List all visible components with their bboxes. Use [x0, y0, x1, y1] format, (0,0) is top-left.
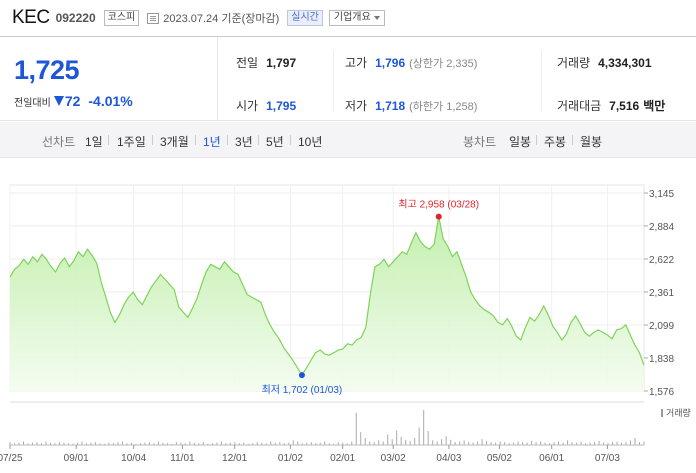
period-3y[interactable]: 3년	[235, 135, 253, 149]
period-1w[interactable]: 1주일	[117, 135, 146, 149]
change-value: 72	[64, 93, 81, 109]
candle-weekly[interactable]: 주봉	[544, 135, 567, 149]
divider	[152, 135, 153, 145]
change-label: 전일대비	[14, 97, 51, 109]
stat-low: 저가 1,718 (하한가 1,258)	[345, 99, 478, 113]
stat-high: 고가 1,796 (상한가 2,335)	[345, 56, 478, 70]
market-badge: 코스피	[103, 10, 140, 26]
y-tick-label: 2,361	[649, 288, 674, 299]
company-overview-button[interactable]: 기업개요	[328, 10, 385, 26]
divider	[227, 135, 228, 145]
candle-daily[interactable]: 일봉	[509, 135, 532, 149]
stat-prev-close: 전일 1,797	[236, 56, 297, 70]
period-1y[interactable]: 1년	[203, 135, 221, 149]
x-tick-label: 07/25	[0, 453, 23, 464]
min-point	[298, 372, 305, 379]
realtime-button[interactable]: 실시간	[287, 10, 323, 26]
reference-date: 2023.07.24 기준(장마감)	[163, 13, 280, 25]
volume-legend: 거래량	[666, 407, 691, 418]
price-panel: 1,725 전일대비 72 -4.01% 전일 1,797 시가 1,795 고…	[0, 36, 696, 121]
x-tick-label: 12/01	[222, 453, 247, 464]
y-tick-label: 2,884	[649, 222, 674, 233]
change-row: 전일대비 72 -4.01%	[14, 93, 133, 109]
max-point	[435, 213, 442, 220]
max-annotation: 최고 2,958 (03/28)	[398, 199, 479, 211]
current-price: 1,725	[14, 55, 80, 85]
x-tick-label: 11/01	[170, 453, 195, 464]
divider	[108, 135, 109, 145]
calendar-icon	[147, 12, 160, 24]
divider	[258, 135, 259, 145]
x-tick-label: 02/01	[330, 453, 355, 464]
x-tick-label: 01/02	[278, 453, 303, 464]
divider	[541, 51, 542, 111]
x-tick-label: 03/02	[381, 453, 406, 464]
min-annotation: 최저 1,702 (01/03)	[262, 384, 343, 396]
divider	[536, 135, 537, 145]
chevron-down-icon	[373, 16, 380, 20]
current-price-box: 1,725 전일대비 72 -4.01%	[0, 37, 218, 121]
company-overview-label: 기업개요	[333, 12, 371, 23]
change-rate: -4.01%	[88, 93, 133, 109]
period-3m[interactable]: 3개월	[160, 135, 189, 149]
price-area	[10, 216, 644, 391]
x-tick-label: 07/03	[595, 453, 620, 464]
x-tick-label: 05/02	[487, 453, 512, 464]
y-tick-label: 3,145	[649, 189, 674, 200]
x-tick-label: 09/01	[64, 453, 89, 464]
price-line	[9, 216, 645, 377]
stat-volume: 거래량 4,334,301	[557, 56, 652, 70]
stock-code: 092220	[55, 11, 96, 25]
candle-monthly[interactable]: 월봉	[580, 135, 603, 149]
candle-chart-label: 봉차트	[463, 135, 497, 149]
period-selector: 선차트 1일 1주일 3개월 1년 3년 5년 10년 봉차트 일봉 주봉 월봉	[0, 122, 696, 158]
x-tick-label: 04/03	[436, 453, 461, 464]
period-10y[interactable]: 10년	[298, 135, 323, 149]
y-tick-label: 1,838	[649, 354, 674, 365]
period-5y[interactable]: 5년	[266, 135, 284, 149]
y-tick-label: 2,622	[649, 255, 674, 266]
x-tick-label: 10/04	[121, 453, 146, 464]
stat-open: 시가 1,795	[236, 99, 297, 113]
divider	[572, 135, 573, 145]
y-tick-label: 2,099	[649, 321, 674, 332]
down-arrow-icon	[53, 96, 64, 106]
divider	[195, 135, 196, 145]
line-chart-label: 선차트	[42, 135, 76, 149]
stock-header: KEC 092220 코스피 2023.07.24 기준(장마감) 실시간 기업…	[0, 0, 696, 36]
price-chart[interactable]: 3,145 2,884 2,622 2,361 2,099 1,838 1,576 최고 2…	[0, 180, 696, 473]
y-tick-label: 1,576	[649, 387, 674, 398]
x-tick-label: 06/01	[539, 453, 564, 464]
period-1d[interactable]: 1일	[85, 135, 103, 149]
volume-legend-swatch	[661, 409, 663, 417]
stat-trade-value: 거래대금 7,516 백만	[557, 99, 666, 113]
divider	[290, 135, 291, 145]
divider	[333, 51, 334, 111]
stock-name: KEC	[12, 7, 50, 28]
